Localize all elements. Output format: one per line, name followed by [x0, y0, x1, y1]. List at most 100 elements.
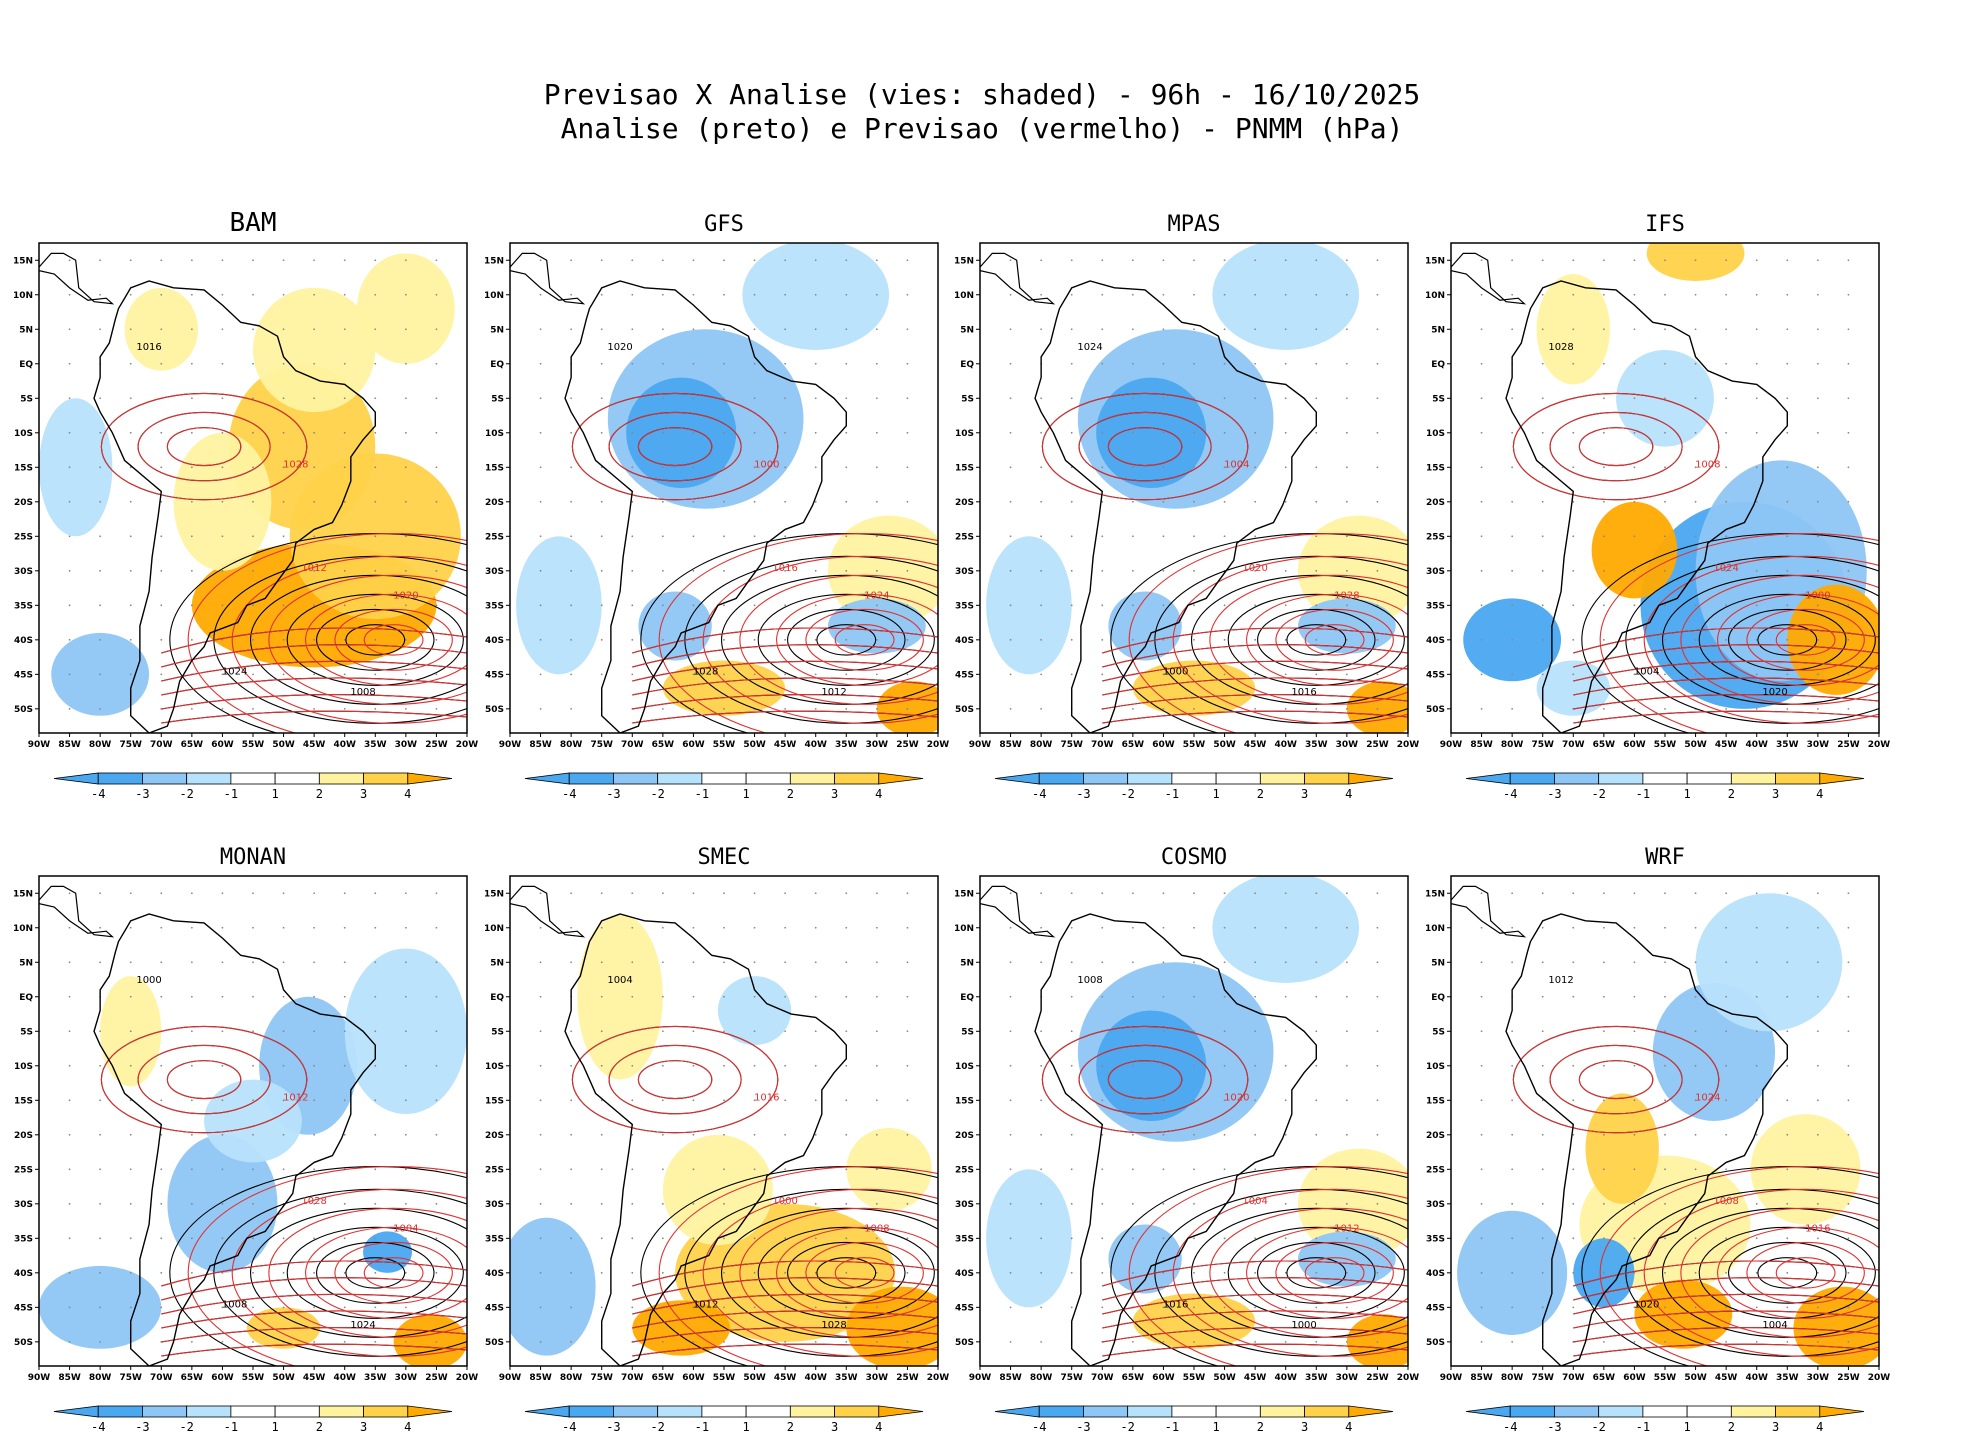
y-tick-label: 50S: [1426, 1338, 1445, 1348]
grid-dot: [723, 535, 725, 538]
grid-dot: [1786, 1099, 1789, 1102]
grid-dot: [539, 1306, 542, 1309]
grid-dot: [784, 259, 787, 262]
isobar-line: [161, 710, 467, 724]
grid-dot: [661, 466, 664, 469]
grid-dot: [1131, 1133, 1134, 1136]
grid-dot: [845, 1030, 848, 1033]
grid-dot: [68, 362, 71, 365]
grid-dot: [1602, 293, 1605, 296]
grid-dot: [1755, 259, 1758, 262]
y-tick-label: 20S: [955, 498, 974, 508]
y-tick-label: 25S: [14, 532, 33, 542]
isobar-line: [316, 1241, 435, 1304]
grid-dot: [1009, 926, 1012, 929]
grid-dot: [631, 1168, 634, 1171]
colorbar: -4 -3 -2 -1 1 2 3 4: [1465, 1405, 1865, 1434]
grid-dot: [1101, 673, 1104, 676]
grid-dot: [404, 673, 407, 676]
isobar-line: [100, 392, 308, 501]
grid-dot: [1101, 500, 1104, 503]
grid-dot: [1101, 1271, 1104, 1274]
grid-dot: [1786, 466, 1789, 469]
grid-dot: [1009, 328, 1012, 331]
colorbar-segment: [1642, 772, 1688, 785]
grid-dot: [1664, 638, 1666, 641]
grid-dot: [1376, 293, 1379, 296]
grid-dot: [1101, 1133, 1104, 1136]
grid-dot: [600, 569, 603, 572]
grid-dot: [313, 259, 316, 262]
grid-dot: [1315, 500, 1318, 503]
isobar-line: [805, 1241, 924, 1304]
grid-dot: [1009, 1306, 1012, 1309]
isobar-line: [721, 574, 938, 705]
grid-dot: [1664, 500, 1666, 503]
grid-dot: [282, 328, 285, 331]
grid-dot: [1847, 1064, 1850, 1067]
y-tick-label: 40S: [955, 636, 974, 646]
grid-dot: [723, 397, 725, 400]
x-tick-label: 60W: [682, 740, 705, 750]
grid-dot: [1755, 1202, 1758, 1205]
grid-dot: [539, 961, 542, 964]
colorbar-segment: [1554, 1405, 1600, 1418]
grid-dot: [661, 638, 664, 641]
grid-dot: [1694, 1271, 1697, 1274]
grid-dot: [906, 1306, 909, 1309]
grid-dot: [1572, 293, 1575, 296]
y-tick-label: 30S: [14, 567, 33, 577]
grid-dot: [1254, 707, 1257, 710]
y-tick-label: 40S: [1426, 1269, 1445, 1279]
y-tick-label: 35S: [14, 1234, 33, 1244]
isobar-label: 1016: [754, 1092, 779, 1103]
y-tick-label: 15S: [485, 463, 504, 473]
grid-dot: [845, 535, 848, 538]
y-tick-label: 25S: [955, 1165, 974, 1175]
x-tick-label: 20W: [927, 740, 950, 750]
grid-dot: [252, 466, 254, 469]
grid-dot: [68, 500, 71, 503]
grid-dot: [1755, 1340, 1758, 1343]
isobar-label: 1016: [1291, 687, 1316, 698]
grid-dot: [1694, 926, 1697, 929]
grid-dot: [1480, 1030, 1483, 1033]
grid-dot: [1254, 500, 1257, 503]
x-tick-label: 75W: [1060, 740, 1083, 750]
grid-dot: [252, 1030, 254, 1033]
grid-dot: [1254, 961, 1257, 964]
colorbar-label: -1: [224, 1420, 238, 1434]
colorbar-label: 3: [831, 787, 838, 801]
grid-dot: [539, 604, 542, 607]
grid-dot: [190, 892, 193, 895]
grid-dot: [1345, 926, 1348, 929]
grid-dot: [661, 1168, 664, 1171]
isobar-line: [1573, 1327, 1879, 1343]
coastline-south-america: [93, 913, 376, 1366]
coastline-central-america: [1451, 885, 1527, 938]
grid-dot: [374, 431, 377, 434]
grid-dot: [99, 673, 102, 676]
grid-dot: [1101, 328, 1104, 331]
y-tick-label: 10N: [484, 924, 504, 934]
colorbar-segment: [657, 1405, 703, 1418]
grid-dot: [1725, 892, 1728, 895]
grid-dot: [1664, 673, 1666, 676]
grid-dot: [313, 892, 316, 895]
x-tick-label: 55W: [242, 1373, 265, 1383]
colorbar-label: -2: [179, 787, 193, 801]
isobar-line: [161, 1310, 467, 1329]
grid-dot: [1847, 1271, 1850, 1274]
grid-dot: [1633, 1237, 1636, 1240]
grid-dot: [1664, 569, 1666, 572]
grid-dot: [252, 1133, 254, 1136]
grid-dot: [631, 535, 634, 538]
x-tick-label: 75W: [590, 1373, 613, 1383]
isobar-line: [1662, 574, 1879, 705]
isobar-line: [1573, 710, 1879, 724]
y-tick-label: 5S: [20, 1027, 33, 1037]
bias-shading: [356, 253, 455, 364]
isobar-line: [1191, 574, 1408, 705]
